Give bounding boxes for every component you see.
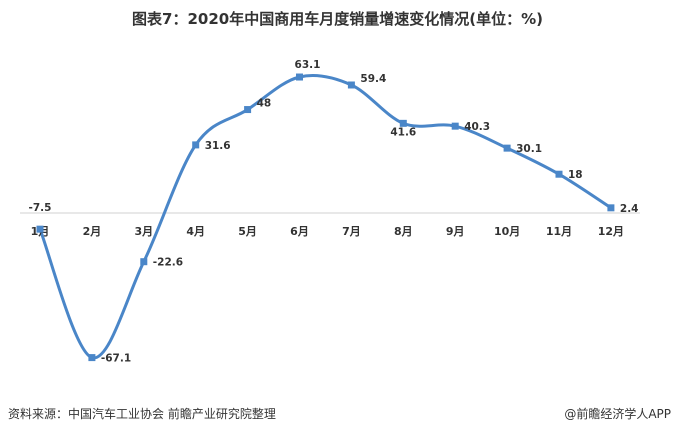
data-point: [88, 354, 96, 362]
chart-title: 图表7：2020年中国商用车月度销量增速变化情况(单位：%): [132, 10, 543, 28]
source-note: 资料来源：中国汽车工业协会 前瞻产业研究院整理: [8, 407, 276, 421]
x-tick-label: 3月: [134, 225, 153, 238]
credit-note: @前瞻经济学人APP: [564, 407, 671, 421]
data-label: 31.6: [205, 140, 231, 152]
x-tick-label: 5月: [238, 225, 257, 238]
data-label: 2.4: [620, 203, 639, 215]
data-point: [244, 106, 252, 114]
x-tick-label: 8月: [394, 225, 413, 238]
data-label: -7.5: [29, 202, 52, 214]
data-point: [296, 73, 303, 81]
data-point: [451, 122, 459, 130]
data-point: [555, 170, 563, 178]
data-point: [140, 258, 148, 266]
x-tick-label: 2月: [83, 225, 102, 238]
x-tick-label: 11月: [546, 225, 572, 238]
data-label: 59.4: [360, 73, 386, 85]
data-label: -67.1: [101, 353, 131, 365]
x-tick-label: 12月: [598, 225, 624, 238]
data-point: [192, 141, 200, 149]
data-point: [607, 204, 615, 212]
data-label: -22.6: [153, 257, 183, 269]
data-point: [347, 81, 355, 89]
data-label: 30.1: [516, 143, 542, 155]
data-label: 48: [257, 98, 272, 110]
x-tick-label: 6月: [290, 225, 309, 238]
x-tick-label: 10月: [494, 225, 520, 238]
data-point: [399, 119, 407, 127]
data-label: 18: [568, 169, 583, 181]
data-point: [36, 225, 44, 233]
data-label: 41.6: [390, 126, 416, 138]
x-tick-label: 7月: [342, 225, 361, 238]
x-tick-label: 4月: [186, 225, 205, 238]
data-label: 63.1: [295, 59, 321, 71]
x-tick-label: 9月: [446, 225, 465, 238]
data-label: 40.3: [464, 121, 490, 133]
data-point: [503, 144, 511, 152]
series-line: [38, 73, 612, 360]
